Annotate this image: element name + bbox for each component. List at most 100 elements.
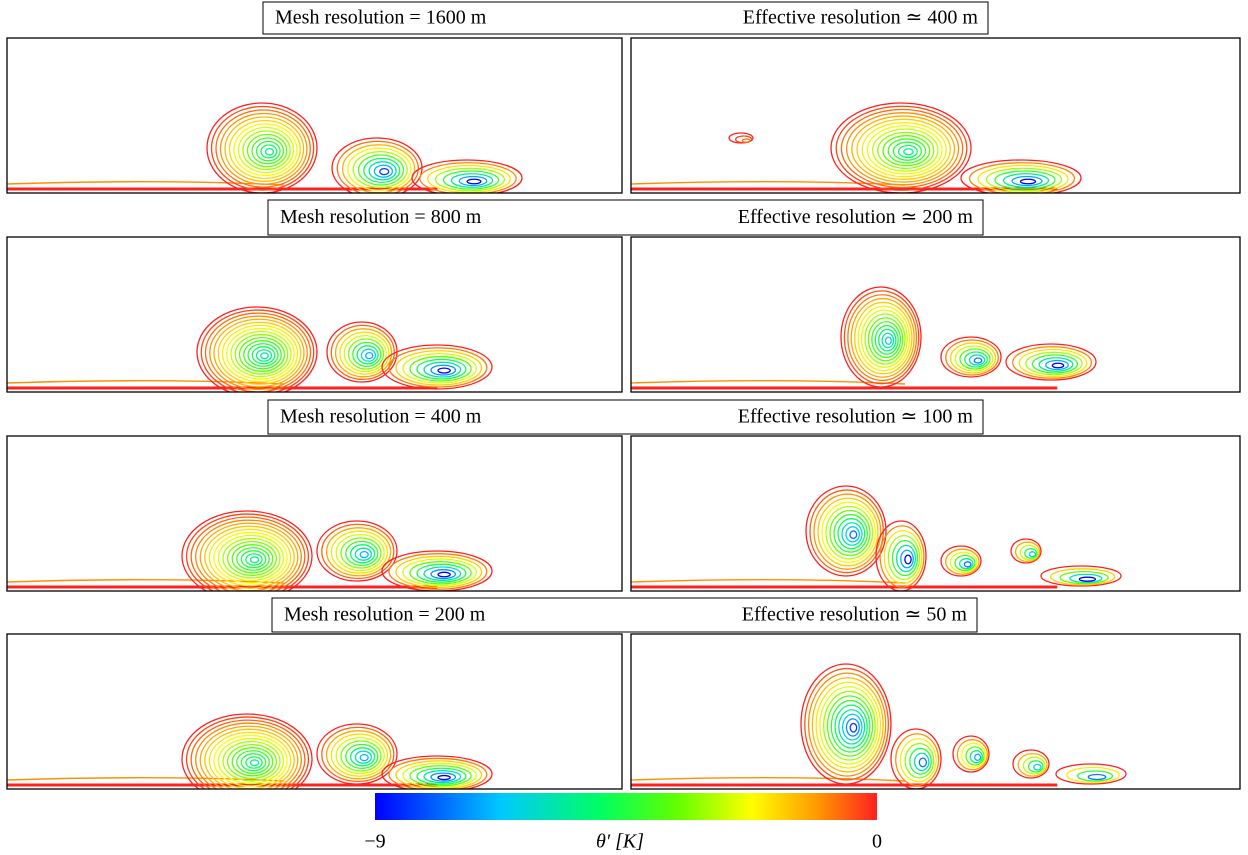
contour (897, 144, 918, 159)
contour (1069, 573, 1103, 584)
contour (217, 737, 285, 785)
contour (841, 522, 863, 546)
contour (856, 118, 951, 180)
contour (226, 327, 295, 380)
contour (973, 357, 983, 364)
contour (940, 545, 982, 577)
contour (835, 105, 968, 191)
contour (830, 699, 871, 753)
contour (854, 301, 913, 375)
effective-resolution: Effective resolution ≃ 100 m (738, 406, 974, 428)
contour (430, 772, 457, 782)
contour (7, 777, 284, 782)
contour (379, 167, 390, 176)
contour (956, 739, 988, 771)
contour (352, 150, 408, 189)
contour (940, 336, 1002, 378)
contour (260, 352, 269, 360)
contour (251, 137, 285, 165)
contour (343, 334, 387, 373)
contour (837, 518, 866, 550)
contour (918, 757, 928, 768)
panel-frame (6, 435, 623, 592)
contour (1059, 570, 1109, 585)
contour (965, 746, 985, 766)
contour (851, 115, 956, 183)
contour (963, 561, 972, 568)
contour (402, 762, 477, 788)
contour (849, 722, 858, 733)
contour (845, 112, 960, 186)
contour (985, 167, 1063, 192)
contour (388, 553, 488, 590)
colorbar-tick-label: −9 (364, 831, 385, 853)
contour (945, 339, 999, 376)
contour-panel (630, 435, 1241, 592)
contour (1066, 766, 1120, 784)
contours (631, 485, 1122, 591)
contour (7, 380, 284, 385)
contour (335, 533, 385, 572)
contour (903, 148, 914, 156)
contour (895, 733, 940, 786)
contour (949, 342, 997, 374)
contour (381, 755, 493, 789)
contour (195, 519, 302, 591)
effective-resolution: Effective resolution ≃ 200 m (738, 206, 974, 228)
contour (7, 181, 284, 186)
contour (260, 144, 278, 159)
contour (360, 348, 377, 362)
contour (321, 523, 395, 580)
contour (890, 728, 942, 789)
contour (864, 313, 906, 365)
contour (878, 328, 897, 352)
contour (1025, 351, 1083, 376)
contour (190, 516, 306, 591)
contour (226, 540, 278, 577)
contour (357, 154, 405, 186)
contour (340, 537, 382, 569)
contour (209, 315, 308, 390)
contour (840, 286, 922, 388)
contour (843, 290, 920, 385)
contour (850, 297, 915, 378)
contour (230, 330, 292, 378)
contour (437, 774, 451, 781)
title-box (267, 199, 984, 236)
effective-resolution: Effective resolution ≃ 400 m (743, 7, 979, 29)
contour (347, 338, 385, 370)
contour (345, 540, 379, 567)
contours (7, 306, 493, 392)
contour (631, 777, 906, 782)
contour-panel (6, 37, 623, 194)
contour (887, 534, 921, 581)
contour-panel (630, 236, 1241, 393)
contour (807, 672, 887, 777)
contour (210, 105, 315, 191)
contour (823, 690, 876, 761)
contour (200, 309, 315, 392)
contour (895, 544, 917, 573)
contour (416, 358, 467, 380)
panel-frame (630, 435, 1241, 592)
contour (969, 750, 983, 764)
contour (1022, 756, 1046, 775)
contour (829, 509, 871, 557)
contour (960, 159, 1082, 193)
contour (833, 513, 868, 553)
contour (349, 747, 376, 767)
contour (345, 743, 379, 770)
contour (243, 340, 282, 370)
contour (1040, 565, 1122, 587)
contour (381, 550, 493, 591)
contours (631, 102, 1082, 193)
contour (849, 530, 858, 540)
panel-frame (630, 236, 1241, 393)
contour (861, 121, 947, 178)
contour (1011, 346, 1093, 379)
contour (1011, 175, 1043, 187)
contour (974, 753, 982, 761)
contour (871, 128, 939, 172)
contour (871, 321, 902, 359)
contour (185, 716, 310, 789)
